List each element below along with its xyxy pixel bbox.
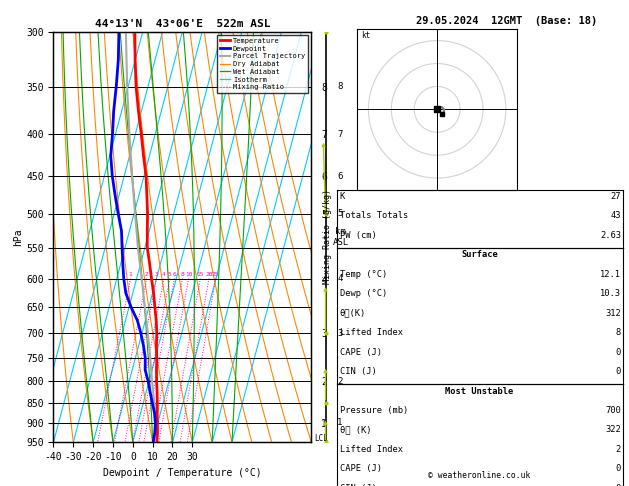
Text: 0: 0 bbox=[616, 347, 621, 357]
Text: 43: 43 bbox=[610, 211, 621, 221]
Text: 7: 7 bbox=[337, 130, 343, 139]
Text: 2: 2 bbox=[145, 272, 148, 278]
Text: Dewp (°C): Dewp (°C) bbox=[340, 289, 387, 298]
X-axis label: Dewpoint / Temperature (°C): Dewpoint / Temperature (°C) bbox=[103, 468, 262, 478]
Text: Temp (°C): Temp (°C) bbox=[340, 270, 387, 279]
Text: 2: 2 bbox=[616, 445, 621, 454]
Text: 1: 1 bbox=[337, 418, 343, 428]
Text: 20: 20 bbox=[205, 272, 213, 278]
Text: Most Unstable: Most Unstable bbox=[445, 386, 514, 396]
Text: 4: 4 bbox=[162, 272, 166, 278]
Text: 12.1: 12.1 bbox=[600, 270, 621, 279]
Text: PW (cm): PW (cm) bbox=[340, 231, 376, 240]
Text: 5: 5 bbox=[168, 272, 172, 278]
Text: 322: 322 bbox=[605, 425, 621, 434]
Text: CAPE (J): CAPE (J) bbox=[340, 464, 382, 473]
Text: 27: 27 bbox=[610, 192, 621, 201]
Text: Lifted Index: Lifted Index bbox=[340, 328, 403, 337]
Text: 25: 25 bbox=[212, 272, 220, 278]
Text: 0: 0 bbox=[616, 484, 621, 486]
Text: 0: 0 bbox=[616, 464, 621, 473]
Text: 10.3: 10.3 bbox=[600, 289, 621, 298]
Text: 3: 3 bbox=[155, 272, 159, 278]
Text: CAPE (J): CAPE (J) bbox=[340, 347, 382, 357]
Text: CIN (J): CIN (J) bbox=[340, 484, 376, 486]
Text: Totals Totals: Totals Totals bbox=[340, 211, 408, 221]
Text: 5: 5 bbox=[337, 209, 343, 218]
Text: kt: kt bbox=[362, 31, 371, 40]
Text: © weatheronline.co.uk: © weatheronline.co.uk bbox=[428, 471, 531, 480]
Text: K: K bbox=[340, 192, 345, 201]
Text: 2.63: 2.63 bbox=[600, 231, 621, 240]
Text: 10: 10 bbox=[185, 272, 192, 278]
Text: 1: 1 bbox=[129, 272, 133, 278]
Text: 4: 4 bbox=[337, 274, 343, 283]
Text: 312: 312 bbox=[605, 309, 621, 318]
Text: 15: 15 bbox=[197, 272, 204, 278]
Text: 6: 6 bbox=[337, 172, 343, 180]
Text: Lifted Index: Lifted Index bbox=[340, 445, 403, 454]
Text: 6: 6 bbox=[173, 272, 177, 278]
Text: Mixing Ratio (g/kg): Mixing Ratio (g/kg) bbox=[323, 190, 331, 284]
Text: θᴄ(K): θᴄ(K) bbox=[340, 309, 366, 318]
Text: 8: 8 bbox=[337, 82, 343, 91]
Text: 29.05.2024  12GMT  (Base: 18): 29.05.2024 12GMT (Base: 18) bbox=[416, 16, 597, 26]
Text: Pressure (mb): Pressure (mb) bbox=[340, 406, 408, 415]
Text: 0: 0 bbox=[616, 367, 621, 376]
Text: 8: 8 bbox=[616, 328, 621, 337]
Legend: Temperature, Dewpoint, Parcel Trajectory, Dry Adiabat, Wet Adiabat, Isotherm, Mi: Temperature, Dewpoint, Parcel Trajectory… bbox=[217, 35, 308, 93]
Y-axis label: hPa: hPa bbox=[13, 228, 23, 246]
Y-axis label: km
ASL: km ASL bbox=[333, 227, 349, 246]
Text: 700: 700 bbox=[605, 406, 621, 415]
Text: LCL: LCL bbox=[314, 434, 328, 443]
Title: 44°13'N  43°06'E  522m ASL: 44°13'N 43°06'E 522m ASL bbox=[94, 19, 270, 30]
Text: 2: 2 bbox=[337, 377, 343, 385]
Text: Surface: Surface bbox=[461, 250, 498, 260]
Text: 8: 8 bbox=[181, 272, 184, 278]
Text: 3: 3 bbox=[337, 329, 343, 338]
Text: θᴄ (K): θᴄ (K) bbox=[340, 425, 371, 434]
Text: CIN (J): CIN (J) bbox=[340, 367, 376, 376]
